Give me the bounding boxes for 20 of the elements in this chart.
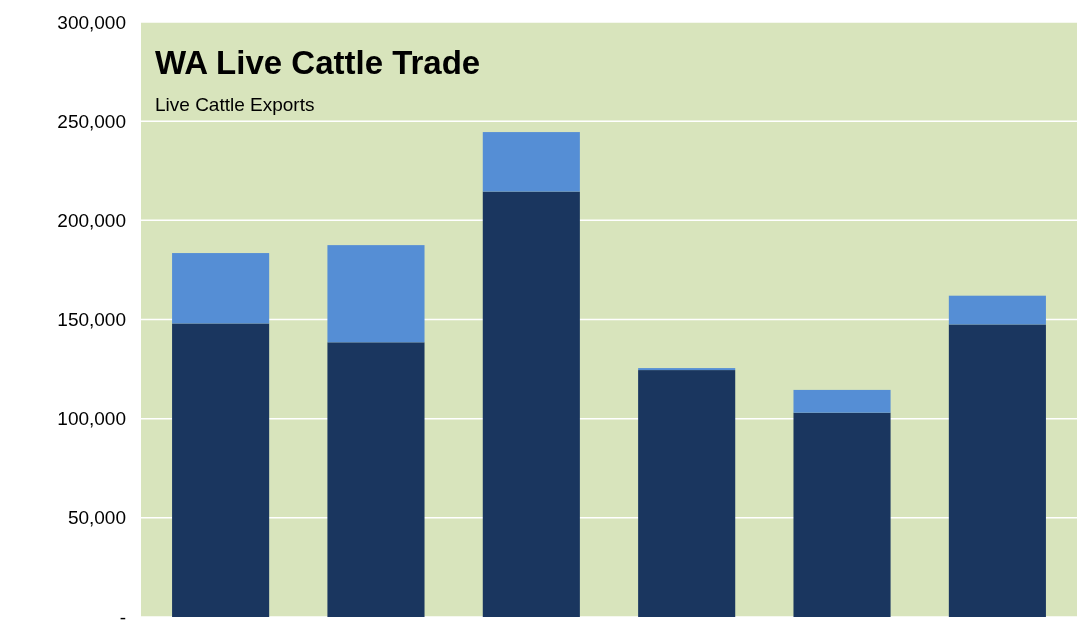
y-tick-label: 50,000 xyxy=(67,507,126,529)
bar xyxy=(482,132,580,192)
bar xyxy=(793,389,891,413)
bar xyxy=(172,323,270,617)
y-tick-label: 150,000 xyxy=(57,309,126,331)
bar xyxy=(482,191,580,617)
y-tick-label: 200,000 xyxy=(57,209,126,231)
y-tick-label: - xyxy=(119,606,126,628)
y-tick-label: 300,000 xyxy=(57,11,126,33)
bar xyxy=(948,324,1046,617)
bar xyxy=(172,253,270,324)
y-tick-label: 250,000 xyxy=(57,110,126,132)
bar xyxy=(327,342,425,617)
bar xyxy=(638,370,736,617)
text: WA Live Cattle Trade xyxy=(155,44,481,81)
bar xyxy=(793,412,891,617)
text: Live Cattle Exports xyxy=(155,94,315,115)
bar xyxy=(948,295,1046,325)
y-tick-label: 100,000 xyxy=(57,408,126,430)
bar xyxy=(327,245,425,343)
